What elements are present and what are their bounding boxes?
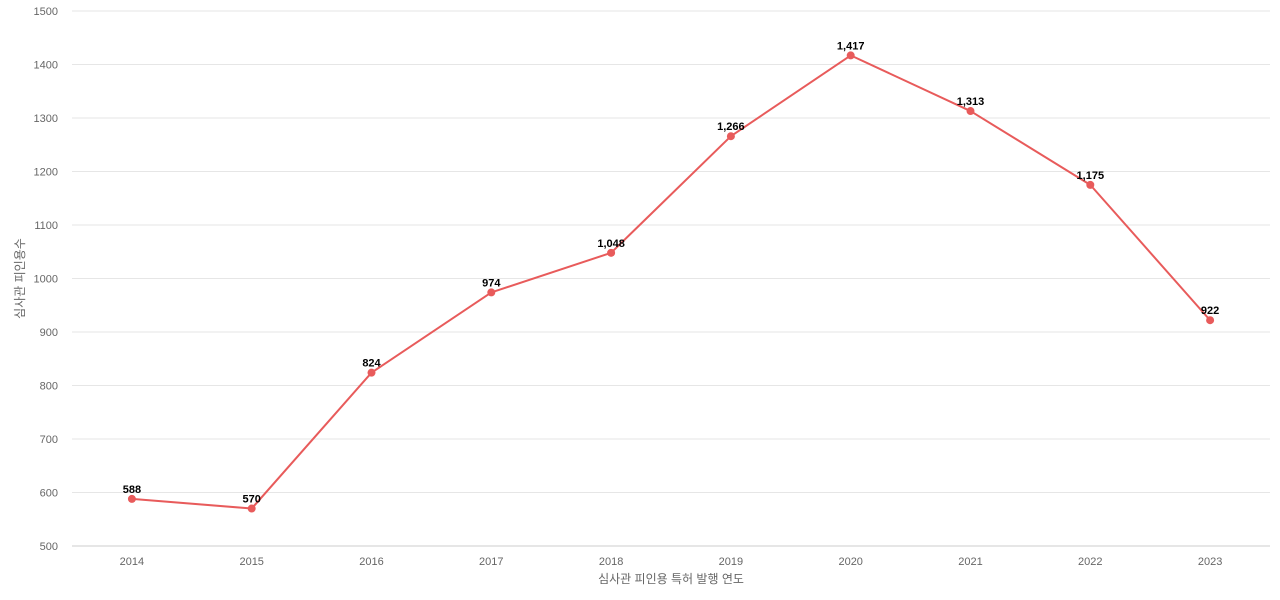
- data-label: 1,048: [597, 238, 625, 250]
- series-layer: [127, 51, 1215, 513]
- x-tick-label: 2018: [599, 556, 623, 568]
- data-point[interactable]: [367, 368, 376, 377]
- x-tick-label: 2015: [239, 556, 263, 568]
- x-tick-label: 2020: [838, 556, 862, 568]
- y-tick-label: 700: [40, 434, 58, 446]
- y-tick-label: 800: [40, 381, 58, 393]
- x-tick-label: 2014: [120, 556, 144, 568]
- x-tick-label: 2019: [719, 556, 743, 568]
- data-point[interactable]: [487, 288, 496, 297]
- data-point[interactable]: [607, 248, 616, 257]
- data-label: 570: [243, 494, 261, 506]
- y-tick-label: 1300: [34, 113, 58, 125]
- grid-lines: [72, 10, 1270, 493]
- x-axis-title: 심사관 피인용 특허 발행 연도: [598, 571, 744, 586]
- data-point[interactable]: [726, 132, 735, 141]
- data-point[interactable]: [247, 504, 256, 513]
- x-tick-label: 2022: [1078, 556, 1102, 568]
- data-label: 922: [1201, 305, 1219, 317]
- x-tick-label: 2016: [359, 556, 383, 568]
- x-tick-label: 2017: [479, 556, 503, 568]
- data-label: 1,175: [1077, 170, 1105, 182]
- axes: 500 600 700 800 900 1000 1100 1200 1300 1400 1500 2…: [34, 6, 1270, 568]
- data-point[interactable]: [1086, 180, 1095, 189]
- data-point[interactable]: [966, 107, 975, 116]
- data-label: 588: [123, 484, 141, 496]
- data-labels: 588 570 824 974 1,048 1,266 1,417 1,313 1,175 922: [123, 40, 1220, 505]
- data-label: 974: [482, 277, 501, 289]
- y-tick-label: 1200: [34, 167, 58, 179]
- data-label: 1,266: [717, 121, 745, 133]
- y-tick-label: 1500: [34, 6, 58, 18]
- data-point[interactable]: [127, 494, 136, 503]
- series-line: [131, 54, 1211, 510]
- x-tick-label: 2021: [958, 556, 982, 568]
- y-tick-label: 1100: [34, 220, 58, 232]
- y-tick-label: 1400: [34, 60, 58, 72]
- data-point[interactable]: [846, 51, 855, 60]
- data-point[interactable]: [1206, 316, 1215, 325]
- y-tick-label: 900: [40, 327, 58, 339]
- x-tick-label: 2023: [1198, 556, 1222, 568]
- data-label: 1,417: [837, 40, 865, 52]
- y-tick-label: 500: [40, 541, 58, 553]
- data-label: 824: [362, 358, 381, 370]
- y-tick-label: 600: [40, 488, 58, 500]
- y-tick-label: 1000: [34, 274, 58, 286]
- data-label: 1,313: [957, 96, 985, 108]
- y-axis-title: 심사관 피인용수: [13, 238, 27, 319]
